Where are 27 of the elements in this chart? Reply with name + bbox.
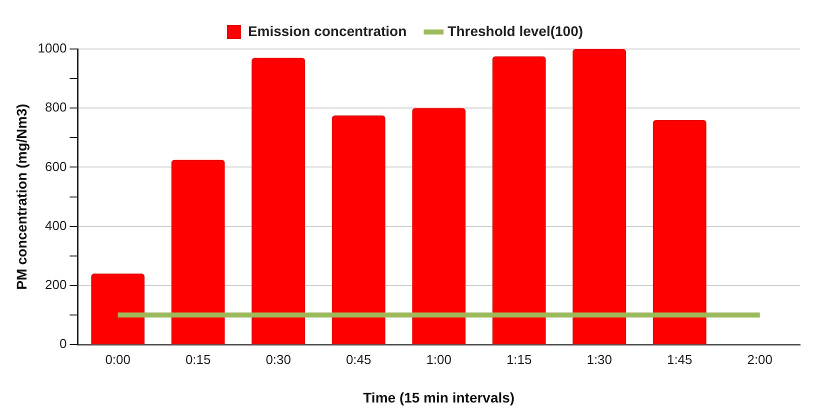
bar: [652, 120, 706, 344]
y-tick-label: 0: [59, 336, 67, 352]
x-tick-label: 1:30: [586, 352, 612, 367]
bar: [171, 160, 225, 344]
y-tick-label: 800: [45, 100, 67, 115]
legend-label: Threshold level(100): [448, 22, 584, 39]
bar: [332, 116, 386, 344]
y-tick-label: 600: [45, 158, 67, 174]
x-tick-label: 0:00: [105, 352, 131, 367]
x-axis-title: Time (15 min intervals): [363, 389, 515, 406]
bar: [492, 56, 546, 344]
x-tick-label: 1:15: [506, 352, 532, 367]
bar: [412, 108, 466, 344]
x-tick-label: 0:45: [346, 352, 372, 367]
x-tick-label: 1:45: [666, 352, 692, 367]
y-tick-label: 200: [45, 277, 67, 292]
x-tick-label: 1:00: [426, 352, 452, 367]
bar: [252, 58, 306, 344]
x-tick-label: 2:00: [747, 352, 773, 367]
bar: [91, 274, 145, 344]
y-tick-label: 400: [45, 218, 67, 233]
bar: [572, 49, 626, 344]
y-axis-title: PM concentration (mg/Nm3): [13, 104, 30, 290]
legend-label: Emission concentration: [248, 22, 407, 39]
y-tick-label: 1000: [38, 40, 67, 56]
x-tick-label: 0:15: [185, 352, 211, 367]
x-tick-label: 0:30: [266, 352, 292, 367]
